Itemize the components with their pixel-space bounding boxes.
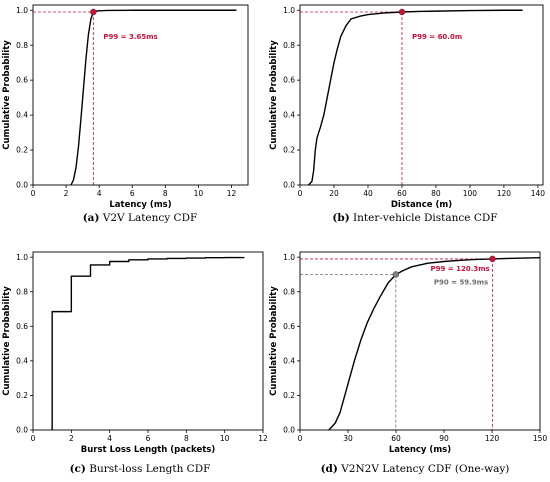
y-axis-label: Cumulative Probability <box>269 286 279 396</box>
x-tick-label: 80 <box>431 189 441 198</box>
x-tick-label: 10 <box>220 434 230 443</box>
caption-text: Burst-loss Length CDF <box>86 463 211 475</box>
chart-panel-1: 0 2 4 6 8 10 12 0.0 0.2 0.4 0.6 0.8 1.0 Latency (ms) C… <box>2 4 249 224</box>
x-tick-label: 8 <box>163 189 168 198</box>
plot-frame <box>299 4 544 186</box>
caption-text: Inter-vehicle Distance CDF <box>350 212 498 224</box>
marker-annotation: P99 = 120.3ms <box>430 265 489 273</box>
chart-panel-3: 0 2 4 6 8 10 12 0.0 0.2 0.4 0.6 0.8 1.0 Burst Loss Le… <box>2 251 268 475</box>
x-tick-label: 4 <box>97 189 102 198</box>
x-tick-label: 6 <box>146 434 151 443</box>
x-tick-label: 90 <box>439 434 449 443</box>
caption-letter: (b) <box>332 212 349 224</box>
x-tick-label: 120 <box>485 434 500 443</box>
figure-caption: (b) Inter-vehicle Distance CDF <box>332 212 497 224</box>
y-axis-label: Cumulative Probability <box>2 40 12 150</box>
x-tick-label: 6 <box>130 189 135 198</box>
caption-letter: (c) <box>70 463 86 475</box>
cdf-line-series <box>70 9 237 186</box>
chart-panel-4: 0 30 60 90 120 150 0.0 0.2 0.4 0.6 0.8 1.0 Latency (… <box>269 251 548 475</box>
plot-frame <box>299 251 541 431</box>
x-tick-label: 140 <box>531 189 546 198</box>
x-tick-label: 0 <box>298 189 303 198</box>
caption-text: V2V Latency CDF <box>99 212 197 224</box>
figure-caption: (d) V2N2V Latency CDF (One-way) <box>321 463 510 475</box>
caption-text: V2N2V Latency CDF (One-way) <box>338 463 510 475</box>
marker-point <box>398 8 406 16</box>
cdf-line-series <box>307 9 523 186</box>
x-tick-label: 60 <box>391 434 401 443</box>
figure-caption: (c) Burst-loss Length CDF <box>70 463 211 475</box>
y-tick-label: 0.0 <box>283 181 295 190</box>
plot-frame <box>32 4 249 186</box>
y-tick-label: 0.6 <box>16 76 28 85</box>
y-tick-label: 1.0 <box>16 6 28 15</box>
cdf-line-series <box>51 256 245 430</box>
plot-frame <box>32 251 264 431</box>
y-tick-label: 1.0 <box>16 253 28 262</box>
y-tick-label: 0.8 <box>16 41 28 50</box>
y-tick-label: 0.2 <box>283 391 295 400</box>
marker-point <box>392 271 400 278</box>
x-tick-label: 20 <box>329 189 339 198</box>
x-tick-label: 0 <box>31 189 36 198</box>
x-tick-label: 40 <box>363 189 373 198</box>
y-tick-label: 0.0 <box>16 426 28 435</box>
x-tick-label: 150 <box>533 434 548 443</box>
y-tick-label: 0.4 <box>283 111 295 120</box>
y-axis-label: Cumulative Probability <box>2 286 12 396</box>
y-tick-label: 0.4 <box>283 356 295 365</box>
x-tick-label: 120 <box>497 189 512 198</box>
y-axis-label: Cumulative Probability <box>269 40 279 150</box>
x-axis-label: Distance (m) <box>391 200 452 210</box>
y-tick-label: 0.8 <box>283 41 295 50</box>
y-tick-label: 0.8 <box>283 287 295 296</box>
y-tick-label: 0.4 <box>16 111 28 120</box>
x-tick-label: 4 <box>107 434 112 443</box>
marker-annotation: P99 = 60.0m <box>412 33 462 41</box>
marker-point <box>90 8 97 16</box>
x-axis-label: Burst Loss Length (packets) <box>81 445 216 455</box>
caption-letter: (d) <box>321 463 338 475</box>
y-tick-label: 0.6 <box>283 76 295 85</box>
marker-annotation: P99 = 3.65ms <box>103 33 157 41</box>
y-tick-label: 0.2 <box>16 391 28 400</box>
chart-panel-2: 0 20 40 60 80 100 120 140 0.0 0.2 0.4 0.6 0.8 1.0 Dist… <box>269 4 546 224</box>
x-tick-label: 2 <box>64 189 69 198</box>
x-tick-label: 2 <box>69 434 74 443</box>
y-tick-label: 0.6 <box>283 322 295 331</box>
y-tick-label: 0.4 <box>16 356 28 365</box>
x-tick-label: 100 <box>463 189 478 198</box>
x-axis-label: Latency (ms) <box>389 445 451 455</box>
y-tick-label: 0.2 <box>283 146 295 155</box>
y-tick-label: 0.8 <box>16 287 28 296</box>
x-tick-label: 0 <box>298 434 303 443</box>
y-tick-label: 1.0 <box>283 6 295 15</box>
x-axis-label: Latency (ms) <box>109 200 171 210</box>
x-tick-label: 12 <box>227 189 237 198</box>
y-tick-label: 0.0 <box>283 426 295 435</box>
caption-letter: (a) <box>83 212 100 224</box>
x-tick-label: 8 <box>184 434 189 443</box>
x-tick-label: 0 <box>31 434 36 443</box>
cdf-line-series <box>328 257 541 431</box>
x-tick-label: 10 <box>194 189 204 198</box>
marker-point <box>489 255 496 263</box>
marker-annotation: P90 = 59.9ms <box>434 278 488 286</box>
x-tick-label: 30 <box>343 434 353 443</box>
y-tick-label: 0.2 <box>16 146 28 155</box>
y-tick-label: 1.0 <box>283 253 295 262</box>
x-tick-label: 12 <box>258 434 268 443</box>
y-tick-label: 0.0 <box>16 181 28 190</box>
figure-caption: (a) V2V Latency CDF <box>83 212 198 224</box>
y-tick-label: 0.6 <box>16 322 28 331</box>
x-tick-label: 60 <box>397 189 407 198</box>
